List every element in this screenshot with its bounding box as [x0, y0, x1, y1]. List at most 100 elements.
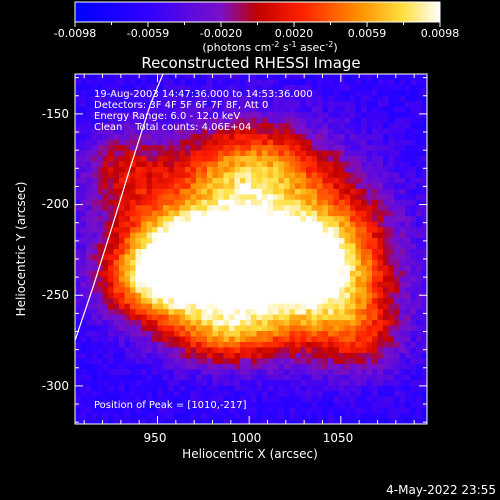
heatmap-cell	[278, 166, 285, 174]
heatmap-cell	[273, 341, 280, 349]
heatmap-cell	[289, 402, 296, 409]
heatmap-cell	[311, 374, 318, 381]
heatmap-cell	[289, 134, 296, 141]
heatmap-cell	[97, 303, 104, 310]
heatmap-cell	[350, 90, 357, 97]
heatmap-cell	[344, 123, 351, 130]
heatmap-cell	[157, 79, 164, 86]
heatmap-cell	[394, 303, 401, 310]
heatmap-cell	[278, 396, 285, 403]
heatmap-cell	[245, 145, 252, 152]
heatmap-cell	[300, 145, 307, 152]
heatmap-cell	[383, 320, 390, 327]
heatmap-cell	[130, 309, 137, 316]
heatmap-cell	[421, 139, 427, 146]
heatmap-cell	[311, 347, 318, 354]
heatmap-cell	[245, 309, 252, 316]
heatmap-cell	[366, 347, 373, 354]
heatmap-cell	[421, 331, 427, 338]
heatmap-cell	[344, 188, 351, 195]
heatmap-cell	[405, 276, 412, 283]
heatmap-cell	[383, 413, 390, 420]
heatmap-cell	[295, 331, 302, 338]
heatmap-cell	[141, 183, 148, 190]
heatmap-cell	[163, 172, 170, 179]
heatmap-cell	[102, 101, 109, 108]
heatmap-cell	[306, 303, 313, 310]
heatmap-cell	[388, 112, 395, 119]
heatmap-cell	[152, 259, 159, 267]
heatmap-cell	[168, 166, 175, 174]
y-axis-label: Heliocentric Y (arcsec)	[14, 182, 28, 317]
heatmap-cell	[91, 79, 98, 86]
heatmap-cell	[333, 276, 340, 283]
heatmap-cell	[284, 205, 291, 212]
heatmap-cell	[372, 166, 379, 174]
heatmap-cell	[421, 254, 427, 261]
heatmap-cell	[339, 287, 346, 294]
heatmap-cell	[328, 156, 335, 163]
heatmap-cell	[355, 210, 362, 217]
heatmap-cell	[361, 369, 368, 376]
heatmap-cell	[317, 221, 324, 228]
heatmap-cell	[86, 270, 93, 277]
heatmap-cell	[91, 352, 98, 359]
heatmap-cell	[350, 161, 357, 168]
heatmap-cell	[185, 128, 192, 135]
heatmap-cell	[361, 227, 368, 234]
heatmap-cell	[300, 374, 307, 381]
heatmap-cell	[399, 166, 406, 174]
heatmap-cell	[207, 396, 214, 403]
heatmap-cell	[75, 221, 82, 228]
heatmap-cell	[251, 254, 258, 261]
heatmap-cell	[372, 281, 379, 288]
heatmap-cell	[339, 90, 346, 97]
heatmap-cell	[317, 177, 324, 184]
heatmap-cell	[350, 385, 357, 392]
heatmap-cell	[322, 161, 329, 168]
heatmap-cell	[410, 106, 417, 113]
heatmap-cell	[119, 205, 126, 212]
heatmap-cell	[190, 139, 197, 146]
heatmap-cell	[289, 413, 296, 420]
heatmap-cell	[157, 396, 164, 403]
heatmap-cell	[328, 112, 335, 119]
heatmap-cell	[163, 216, 170, 223]
heatmap-cell	[113, 380, 120, 387]
heatmap-cell	[185, 227, 192, 234]
heatmap-cell	[80, 227, 87, 234]
heatmap-cell	[284, 74, 291, 81]
heatmap-cell	[119, 194, 126, 201]
heatmap-cell	[344, 363, 351, 370]
heatmap-cell	[311, 194, 318, 201]
heatmap-cell	[388, 270, 395, 277]
heatmap-cell	[388, 166, 395, 174]
heatmap-cell	[135, 249, 142, 256]
heatmap-cell	[388, 106, 395, 113]
heatmap-cell	[135, 309, 142, 316]
heatmap-cell	[212, 134, 219, 141]
heatmap-cell	[273, 276, 280, 283]
heatmap-cell	[372, 363, 379, 370]
heatmap-cell	[91, 128, 98, 135]
heatmap-cell	[416, 112, 423, 119]
heatmap-cell	[322, 227, 329, 234]
heatmap-cell	[86, 380, 93, 387]
heatmap-cell	[328, 194, 335, 201]
heatmap-cell	[289, 90, 296, 97]
heatmap-cell	[383, 363, 390, 370]
heatmap-cell	[97, 336, 104, 343]
heatmap-cell	[295, 188, 302, 195]
heatmap-cell	[295, 161, 302, 168]
heatmap-cell	[240, 347, 247, 354]
heatmap-cell	[245, 210, 252, 217]
heatmap-cell	[212, 265, 219, 272]
heatmap-cell	[119, 418, 126, 424]
axis-ticks	[75, 74, 427, 424]
heatmap-cell	[113, 227, 120, 234]
heatmap-cell	[168, 407, 175, 414]
heatmap-cell	[361, 385, 368, 392]
heatmap-cell	[361, 106, 368, 113]
heatmap-cell	[394, 363, 401, 370]
heatmap-cell	[130, 232, 137, 239]
